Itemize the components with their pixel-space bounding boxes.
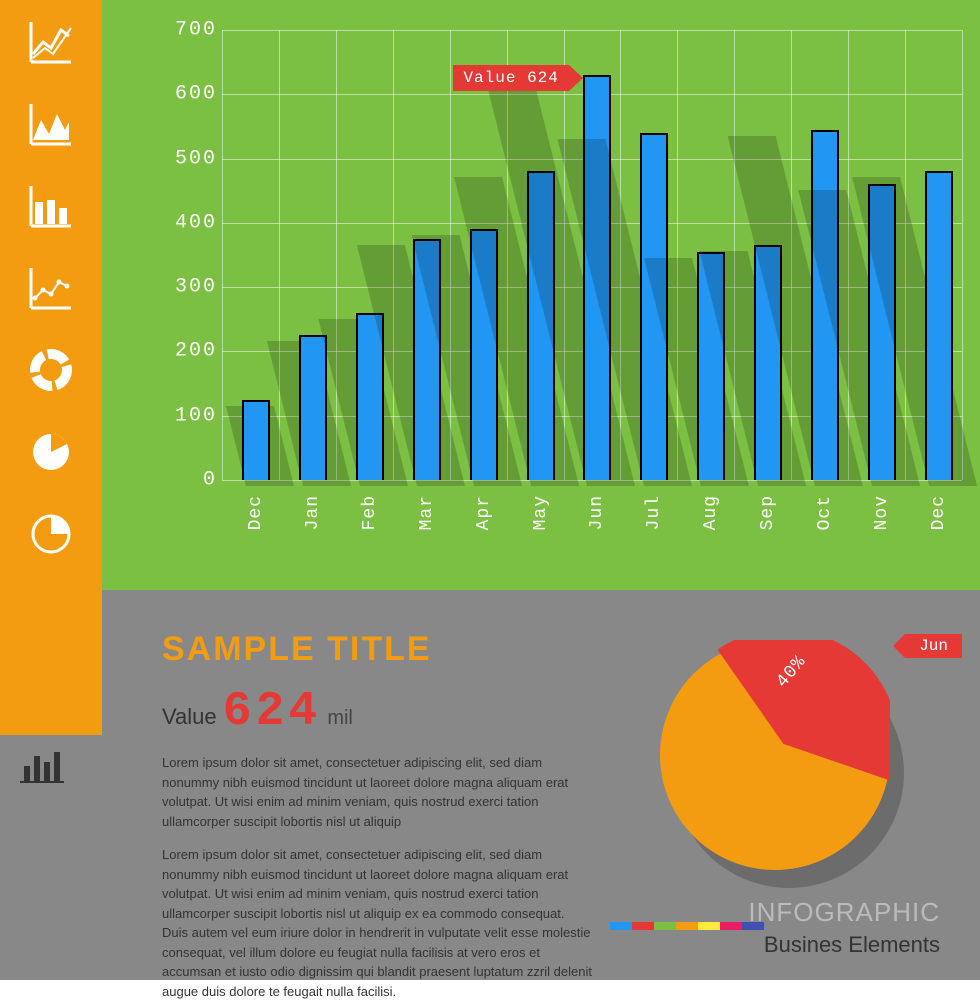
line-trend-icon[interactable] <box>27 18 75 66</box>
xtick-label: Nov <box>872 495 892 530</box>
bar-chart: DecJanFebMarAprMayJunJulAugSepOctNovDec … <box>102 0 980 590</box>
bar[interactable] <box>242 400 270 480</box>
value-line: Value 624 mil <box>162 685 592 739</box>
xtick-label: Jul <box>644 495 664 530</box>
xtick-label: Feb <box>360 495 380 530</box>
pie-icon[interactable] <box>27 428 75 476</box>
palette-swatch <box>654 922 676 930</box>
value-unit: mil <box>327 707 353 729</box>
chart-grid: DecJanFebMarAprMayJunJulAugSepOctNovDec <box>222 30 962 480</box>
pie-callout-text: Jun <box>919 637 948 655</box>
xtick-label: Jan <box>303 495 323 530</box>
xtick-label: Dec <box>246 495 266 530</box>
palette-swatch <box>632 922 654 930</box>
xtick-label: Apr <box>474 495 494 530</box>
text-column: SAMPLE TITLE Value 624 mil Lorem ipsum d… <box>162 630 592 1001</box>
ytick-label: 400 <box>162 211 217 234</box>
lower-panel: SAMPLE TITLE Value 624 mil Lorem ipsum d… <box>102 590 980 980</box>
ytick-label: 300 <box>162 276 217 299</box>
color-palette-strip <box>610 922 764 930</box>
value-callout: Value 624 <box>453 65 568 91</box>
mini-bars-icon[interactable] <box>18 748 66 789</box>
value-number: 624 <box>223 685 321 739</box>
xtick-label: Dec <box>929 495 949 530</box>
palette-swatch <box>698 922 720 930</box>
page: DecJanFebMarAprMayJunJulAugSepOctNovDec … <box>0 0 980 980</box>
paragraph-2: Lorem ipsum dolor sit amet, consectetuer… <box>162 845 592 1001</box>
xtick-label: Sep <box>758 495 778 530</box>
palette-swatch <box>610 922 632 930</box>
paragraph-1: Lorem ipsum dolor sit amet, consectetuer… <box>162 753 592 831</box>
callout-text: Value 624 <box>463 69 558 87</box>
xtick-label: Jun <box>587 495 607 530</box>
sidebar-icons <box>0 0 102 558</box>
xtick-label: Aug <box>701 495 721 530</box>
ytick-label: 200 <box>162 340 217 363</box>
xtick-label: Mar <box>417 495 437 530</box>
palette-swatch <box>676 922 698 930</box>
footer-subtitle: Busines Elements <box>764 932 940 958</box>
pie-callout: Jun <box>905 634 962 658</box>
gauge-icon[interactable] <box>27 510 75 558</box>
bars-icon[interactable] <box>27 182 75 230</box>
dotted-line-icon[interactable] <box>27 264 75 312</box>
footer-title: INFOGRAPHIC <box>748 897 940 928</box>
ytick-label: 0 <box>162 469 217 492</box>
sidebar <box>0 0 102 735</box>
sample-title: SAMPLE TITLE <box>162 630 592 669</box>
bar[interactable] <box>925 171 953 480</box>
xtick-label: Oct <box>815 495 835 530</box>
ytick-label: 700 <box>162 19 217 42</box>
bar[interactable] <box>299 335 327 480</box>
palette-swatch <box>720 922 742 930</box>
ytick-label: 600 <box>162 83 217 106</box>
ytick-label: 100 <box>162 404 217 427</box>
area-chart-icon[interactable] <box>27 100 75 148</box>
xtick-label: May <box>531 495 551 530</box>
value-prefix: Value <box>162 704 217 729</box>
donut-icon[interactable] <box>27 346 75 394</box>
ytick-label: 500 <box>162 147 217 170</box>
